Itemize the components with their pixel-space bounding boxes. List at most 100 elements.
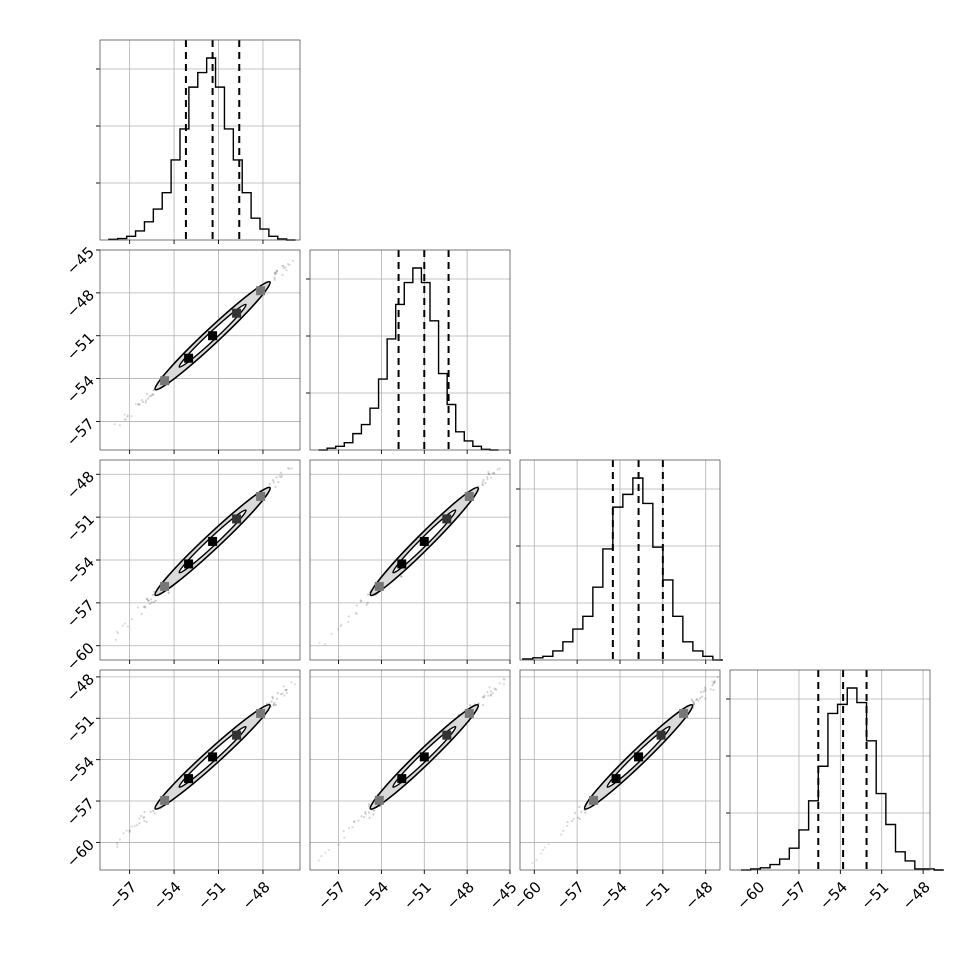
y-tick-label: −51 (63, 329, 98, 364)
sample-point (366, 601, 369, 604)
x-tick-label: −57 (775, 878, 810, 913)
sample-point (146, 598, 149, 601)
sample-point (142, 400, 145, 404)
panel-frame (309, 459, 511, 661)
sample-point (134, 403, 137, 406)
sample-point (486, 690, 489, 694)
sample-point (352, 820, 356, 824)
y-tick-label: −54 (63, 372, 98, 407)
density-cell (442, 730, 452, 740)
sample-point (275, 476, 278, 479)
sample-point (137, 402, 140, 406)
x-tick-label: −57 (553, 878, 588, 913)
sample-point (690, 698, 693, 701)
sample-point (144, 399, 148, 402)
sample-point (128, 829, 131, 832)
density-cell (160, 376, 170, 386)
histogram-step (522, 477, 723, 661)
panel-frame (309, 249, 511, 451)
sample-point (285, 691, 289, 695)
sample-point (285, 688, 288, 691)
scatter-panel-1 (96, 249, 301, 454)
sample-point (468, 704, 472, 707)
sample-point (123, 418, 126, 421)
sample-point (495, 688, 498, 691)
sample-point (713, 679, 717, 682)
sample-point (481, 483, 485, 487)
sample-point (487, 694, 490, 697)
sample-point (580, 810, 583, 813)
sample-point (279, 693, 283, 696)
sample-point (147, 599, 150, 602)
density-cell (464, 491, 474, 501)
sample-point (483, 694, 486, 697)
sample-point (283, 694, 286, 697)
sample-point (284, 688, 287, 692)
sample-point (271, 695, 274, 698)
sample-point (711, 684, 714, 687)
sample-point (481, 696, 484, 699)
sample-point (144, 401, 147, 404)
sample-point (143, 810, 146, 814)
sample-point (145, 392, 149, 396)
sample-point (692, 701, 695, 704)
sample-point (704, 689, 707, 693)
sample-point (279, 476, 283, 479)
sample-point (330, 632, 333, 635)
density-cell (184, 774, 194, 784)
sample-point (133, 825, 137, 828)
sample-point (280, 474, 284, 478)
sample-point (282, 685, 285, 688)
sample-point (288, 467, 291, 470)
scatter-panel-6 (519, 669, 721, 874)
y-tick-label: −60 (63, 639, 98, 674)
sample-point (270, 700, 273, 703)
sample-point (272, 703, 276, 706)
sample-point (273, 271, 277, 274)
sample-point (128, 829, 131, 832)
panel-frame (99, 249, 301, 451)
panel-frame (99, 39, 301, 241)
sample-point (149, 810, 152, 813)
sample-point (292, 259, 295, 262)
sample-point (699, 691, 703, 694)
sample-point (711, 683, 715, 686)
sample-point (136, 823, 139, 827)
density-cell (397, 559, 407, 569)
x-tick-label: −54 (596, 878, 631, 913)
sample-point (151, 593, 154, 597)
sample-point (152, 810, 155, 813)
sample-point (484, 481, 487, 485)
sample-point (273, 276, 276, 279)
sample-point (535, 858, 538, 861)
density-cell (679, 708, 689, 718)
sample-point (282, 264, 285, 268)
sample-point (274, 271, 277, 274)
panel-frame (99, 669, 301, 871)
sample-point (128, 831, 131, 834)
sample-point (126, 414, 129, 417)
sample-point (148, 602, 152, 605)
density-cell (634, 752, 644, 762)
sample-point (320, 854, 323, 858)
sample-point (489, 476, 493, 479)
sample-point (488, 686, 491, 689)
sample-point (577, 816, 580, 819)
sample-point (491, 692, 494, 695)
sample-point (584, 811, 587, 814)
sample-point (138, 822, 141, 825)
sample-point (487, 470, 490, 474)
scatter-panel-5 (309, 669, 511, 874)
sample-point (360, 815, 363, 818)
sample-point (152, 393, 155, 396)
sample-point (566, 824, 569, 827)
sample-point (352, 820, 356, 823)
sample-point (150, 394, 153, 397)
y-tick-label: −54 (63, 753, 98, 788)
sample-point (711, 680, 714, 683)
sample-point (153, 590, 156, 593)
sample-point (716, 675, 719, 679)
sample-point (372, 809, 376, 812)
sample-point (150, 598, 153, 601)
sample-point (143, 819, 146, 823)
